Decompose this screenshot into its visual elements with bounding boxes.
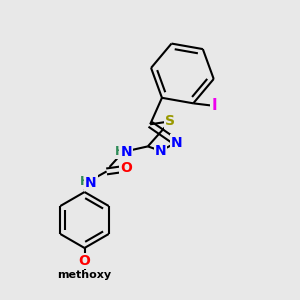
Text: O: O xyxy=(79,254,90,268)
Text: I: I xyxy=(212,98,217,113)
Text: N: N xyxy=(121,145,132,159)
Text: O: O xyxy=(120,161,132,176)
Text: N: N xyxy=(85,176,97,190)
Text: H: H xyxy=(115,145,126,158)
Text: H: H xyxy=(80,175,90,188)
Text: N: N xyxy=(155,144,166,158)
Text: N: N xyxy=(171,136,182,150)
Text: methoxy: methoxy xyxy=(57,270,112,280)
Text: S: S xyxy=(165,114,175,128)
